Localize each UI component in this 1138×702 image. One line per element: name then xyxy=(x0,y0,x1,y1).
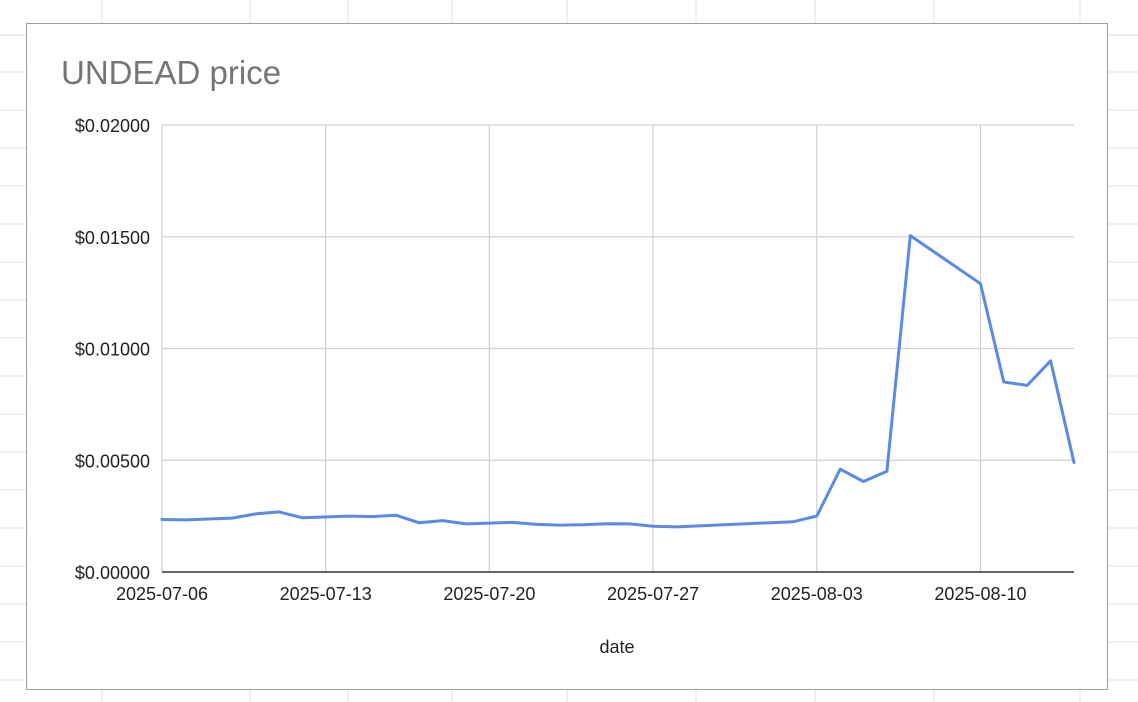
y-tick-label-3: $0.01500 xyxy=(75,228,150,248)
y-axis-tick-labels: $0.00000 $0.00500 $0.01000 $0.01500 $0.02000 xyxy=(75,116,150,583)
y-tick-label-1: $0.00500 xyxy=(75,451,150,471)
x-tick-label-1: 2025-07-13 xyxy=(280,584,372,604)
x-axis-title: date xyxy=(599,637,634,657)
chart-title: UNDEAD price xyxy=(61,54,282,91)
price-series-line xyxy=(160,234,1076,529)
x-tick-label-2: 2025-07-20 xyxy=(443,584,535,604)
x-axis-tick-labels: 2025-07-06 2025-07-13 2025-07-20 2025-07-27… xyxy=(116,584,1027,604)
x-tick-label-0: 2025-07-06 xyxy=(116,584,208,604)
x-tick-label-4: 2025-08-03 xyxy=(771,584,863,604)
x-tick-label-3: 2025-07-27 xyxy=(607,584,699,604)
y-tick-label-2: $0.01000 xyxy=(75,340,150,360)
x-tick-label-5: 2025-08-10 xyxy=(934,584,1026,604)
chart-card[interactable]: UNDEAD price xyxy=(26,23,1108,690)
horizontal-gridlines xyxy=(162,124,1074,461)
y-tick-label-4: $0.02000 xyxy=(75,116,150,136)
y-tick-label-0: $0.00000 xyxy=(75,563,150,583)
